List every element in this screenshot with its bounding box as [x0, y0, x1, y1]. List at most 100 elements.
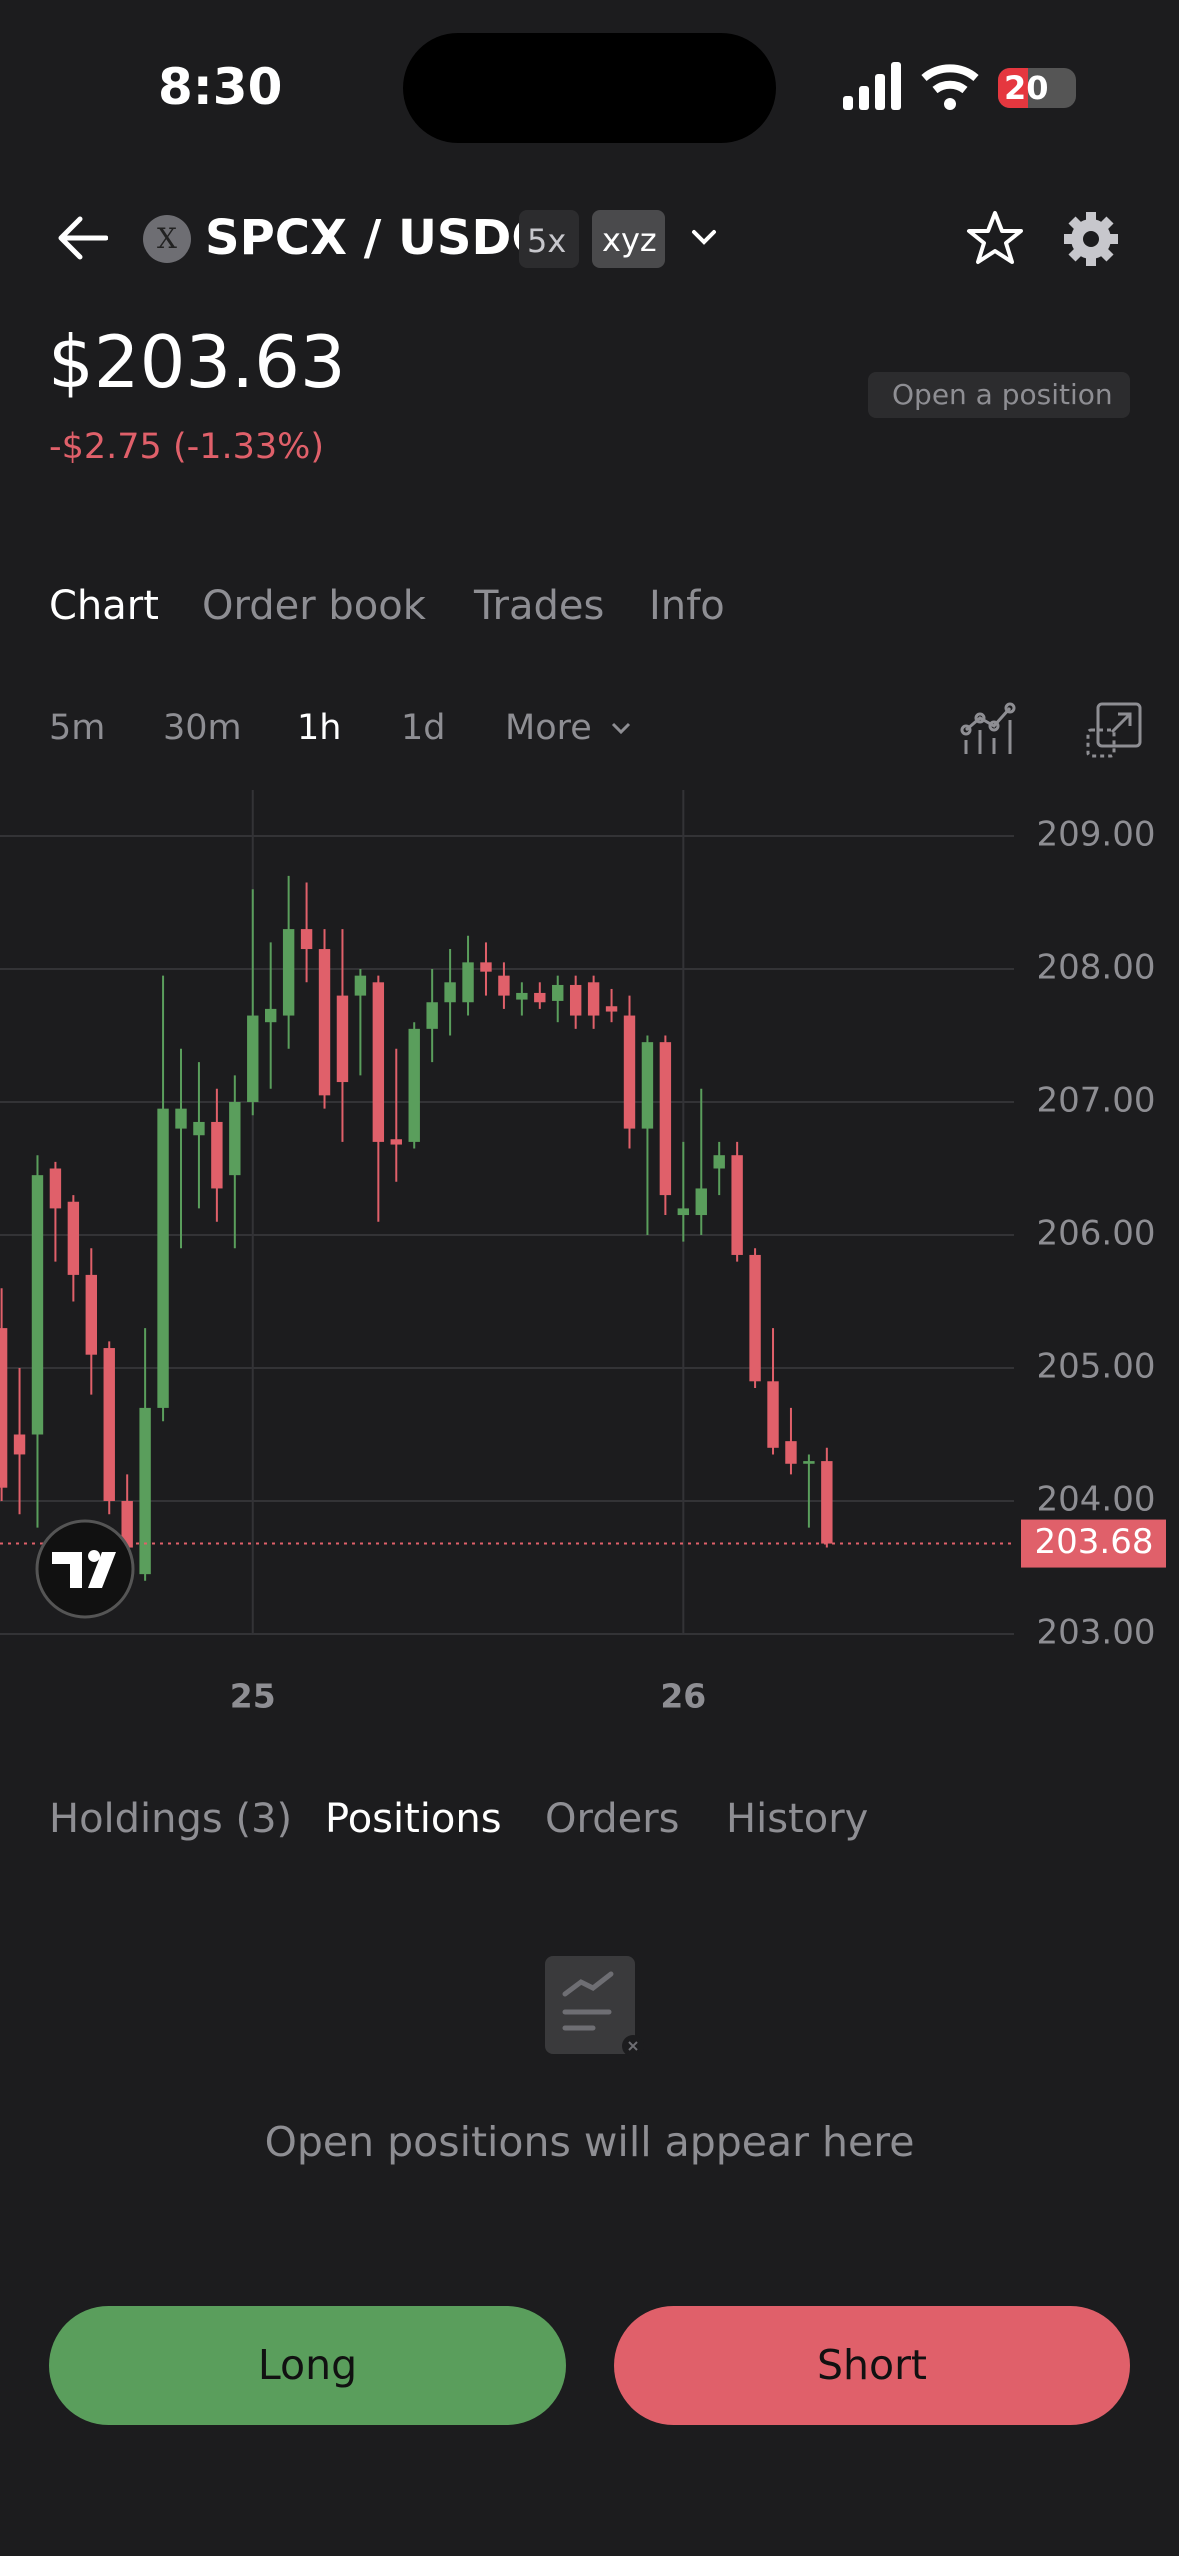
candle-body	[516, 992, 528, 1000]
bottom-tab[interactable]: Orders	[545, 1796, 680, 1842]
candle-body	[229, 1102, 241, 1176]
dynamic-island	[403, 33, 776, 143]
candle-body	[282, 929, 295, 1016]
candle-body	[247, 1015, 259, 1102]
x-tick-label: 26	[660, 1677, 706, 1716]
empty-state: Open positions will appear here	[264, 2118, 915, 2166]
y-tick-label: 207.00	[1037, 1081, 1156, 1121]
signal-icon	[843, 62, 901, 110]
candle-body	[13, 1434, 26, 1455]
y-tick-label: 209.00	[1037, 815, 1156, 855]
timeframe[interactable]: 1d	[401, 708, 446, 748]
x-tick-label: 25	[230, 1677, 276, 1716]
candle-body	[426, 1002, 438, 1029]
token-icon: X	[143, 215, 191, 263]
candle-body	[121, 1501, 133, 1548]
tab[interactable]: Order book	[202, 583, 426, 629]
price: $203.63	[48, 320, 346, 404]
candle-body	[444, 982, 456, 1003]
candle-body	[803, 1461, 815, 1464]
y-tick-label: 205.00	[1037, 1347, 1156, 1387]
candle-body	[695, 1188, 707, 1216]
candle-body	[498, 975, 510, 996]
back-button[interactable]	[58, 215, 108, 261]
candle-body	[659, 1042, 672, 1196]
candle-body	[157, 1108, 169, 1408]
candle-body	[641, 1042, 654, 1129]
candle-body	[677, 1208, 690, 1216]
candle-body	[0, 1328, 8, 1488]
empty-icon	[545, 1956, 644, 2057]
candle-body	[318, 949, 331, 1096]
bottom-tab[interactable]: Holdings (3)	[49, 1796, 293, 1842]
settings-button[interactable]	[1062, 210, 1120, 268]
long-button[interactable]: Long	[49, 2306, 566, 2425]
leverage-badge: 5x	[519, 210, 579, 268]
candle-body	[175, 1108, 187, 1129]
timeframe[interactable]: More	[505, 708, 592, 748]
timeframe[interactable]: 5m	[49, 708, 106, 748]
candle-body	[462, 962, 474, 1003]
candle-body	[139, 1407, 151, 1575]
tab[interactable]: Chart	[49, 583, 159, 629]
candle-body	[605, 1006, 618, 1012]
candle-body	[534, 992, 546, 1003]
candle-body	[731, 1155, 743, 1255]
candle-body	[408, 1028, 420, 1142]
candle-body	[767, 1381, 779, 1448]
y-tick-label: 204.00	[1037, 1480, 1156, 1520]
tradingview-logo	[35, 1519, 135, 1619]
candle-body	[785, 1441, 797, 1464]
tab[interactable]: Info	[649, 583, 725, 629]
candle-body	[193, 1121, 205, 1136]
pair-name: SPCX / USDC	[205, 210, 547, 266]
candle-body	[623, 1015, 636, 1129]
y-tick-label: 203.00	[1037, 1613, 1156, 1653]
candle-body	[749, 1254, 761, 1382]
tradingview-mark	[52, 1550, 116, 1588]
candle-body	[587, 982, 600, 1016]
y-tick-label: 208.00	[1037, 948, 1156, 988]
candle-body	[103, 1348, 115, 1501]
candle-body	[300, 929, 313, 950]
timeframe[interactable]: 30m	[163, 708, 242, 748]
candle-body	[85, 1274, 97, 1355]
short-label: Short	[816, 2341, 928, 2389]
more-chevron	[611, 722, 631, 735]
favorite-button[interactable]	[966, 210, 1024, 266]
candle-body	[211, 1121, 223, 1189]
status-time: 8:30	[158, 58, 283, 116]
short-button[interactable]: Short	[614, 2306, 1130, 2425]
tag: xyz	[602, 221, 657, 259]
token-letter: X	[157, 222, 177, 255]
open-position-label: Open a position	[892, 378, 1113, 411]
battery-level: 20	[1004, 69, 1049, 107]
candle-body	[821, 1461, 833, 1544]
wifi-icon	[921, 64, 979, 110]
candle-body	[265, 1008, 277, 1023]
battery: 20	[998, 68, 1076, 108]
open-position-button[interactable]: Open a position	[868, 372, 1130, 418]
indicators-button[interactable]	[960, 700, 1016, 756]
candle-body	[372, 982, 385, 1142]
candle-body	[390, 1139, 402, 1145]
leverage: 5x	[527, 222, 567, 260]
candle-body	[354, 975, 367, 996]
fullscreen-button[interactable]	[1084, 700, 1144, 760]
candle-body	[31, 1175, 44, 1435]
candle-body	[49, 1168, 62, 1209]
last-price-label: 203.68	[1035, 1522, 1154, 1562]
bottom-tab[interactable]: Positions	[325, 1796, 502, 1842]
pair-dropdown[interactable]	[690, 228, 718, 248]
bottom-tab[interactable]: History	[726, 1796, 869, 1842]
candle-body	[480, 962, 492, 972]
candle-body	[67, 1201, 80, 1275]
timeframe[interactable]: 1h	[297, 708, 342, 748]
candle-body	[569, 984, 582, 1016]
long-label: Long	[257, 2341, 358, 2389]
candle-body	[713, 1155, 725, 1169]
tag-badge: xyz	[592, 210, 665, 268]
candle-body	[552, 984, 564, 1001]
tab[interactable]: Trades	[474, 583, 605, 629]
